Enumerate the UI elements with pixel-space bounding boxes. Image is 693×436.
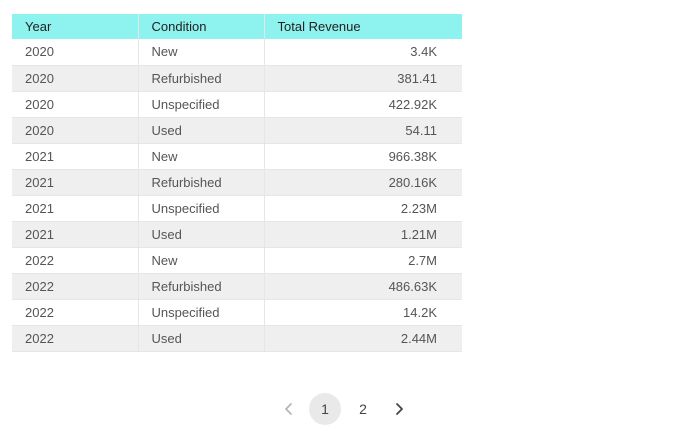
chevron-right-icon [396, 403, 403, 415]
table-row: 2022 New 2.7M [12, 247, 462, 274]
cell-condition: Refurbished [138, 169, 265, 196]
table-row: 2020 Unspecified 422.92K [12, 91, 462, 118]
cell-year: 2021 [12, 143, 139, 170]
cell-total-revenue: 54.11 [264, 117, 462, 144]
table-row: 2022 Used 2.44M [12, 325, 462, 352]
cell-condition: Used [138, 221, 265, 248]
cell-total-revenue: 3.4K [264, 39, 462, 66]
cell-total-revenue: 381.41 [264, 65, 462, 92]
cell-year: 2022 [12, 247, 139, 274]
table-row: 2021 Refurbished 280.16K [12, 169, 462, 196]
cell-total-revenue: 2.44M [264, 325, 462, 352]
table-header-row: Year Condition Total Revenue [12, 14, 462, 39]
cell-year: 2020 [12, 65, 139, 92]
table-row: 2020 New 3.4K [12, 39, 462, 66]
cell-total-revenue: 422.92K [264, 91, 462, 118]
cell-total-revenue: 1.21M [264, 221, 462, 248]
chevron-left-icon [285, 403, 292, 415]
table-row: 2022 Refurbished 486.63K [12, 273, 462, 300]
cell-total-revenue: 2.7M [264, 247, 462, 274]
table-row: 2021 Used 1.21M [12, 221, 462, 248]
cell-total-revenue: 486.63K [264, 273, 462, 300]
cell-year: 2020 [12, 91, 139, 118]
page-button-2[interactable]: 2 [359, 401, 367, 417]
cell-year: 2021 [12, 195, 139, 222]
cell-condition: Used [138, 117, 265, 144]
cell-total-revenue: 2.23M [264, 195, 462, 222]
page-button-1[interactable]: 1 [309, 393, 341, 425]
next-page-button[interactable] [382, 392, 416, 426]
cell-condition: Refurbished [138, 273, 265, 300]
cell-total-revenue: 14.2K [264, 299, 462, 326]
table-row: 2020 Refurbished 381.41 [12, 65, 462, 92]
cell-year: 2022 [12, 273, 139, 300]
cell-total-revenue: 966.38K [264, 143, 462, 170]
column-header-year[interactable]: Year [12, 14, 139, 39]
cell-condition: New [138, 143, 265, 170]
table-row: 2022 Unspecified 14.2K [12, 299, 462, 326]
cell-condition: Used [138, 325, 265, 352]
cell-condition: New [138, 247, 265, 274]
cell-total-revenue: 280.16K [264, 169, 462, 196]
cell-year: 2020 [12, 39, 139, 66]
revenue-table: Year Condition Total Revenue 2020 New 3.… [12, 14, 462, 352]
cell-condition: Unspecified [138, 299, 265, 326]
cell-year: 2022 [12, 299, 139, 326]
cell-condition: Refurbished [138, 65, 265, 92]
table-row: 2020 Used 54.11 [12, 117, 462, 144]
cell-year: 2022 [12, 325, 139, 352]
pagination: 1 2 [272, 392, 416, 426]
cell-year: 2021 [12, 169, 139, 196]
cell-condition: Unspecified [138, 195, 265, 222]
prev-page-button[interactable] [272, 392, 306, 426]
column-header-condition[interactable]: Condition [138, 14, 265, 39]
column-header-total-revenue[interactable]: Total Revenue [264, 14, 462, 39]
table-row: 2021 Unspecified 2.23M [12, 195, 462, 222]
cell-condition: New [138, 39, 265, 66]
cell-year: 2021 [12, 221, 139, 248]
table-row: 2021 New 966.38K [12, 143, 462, 170]
cell-year: 2020 [12, 117, 139, 144]
cell-condition: Unspecified [138, 91, 265, 118]
